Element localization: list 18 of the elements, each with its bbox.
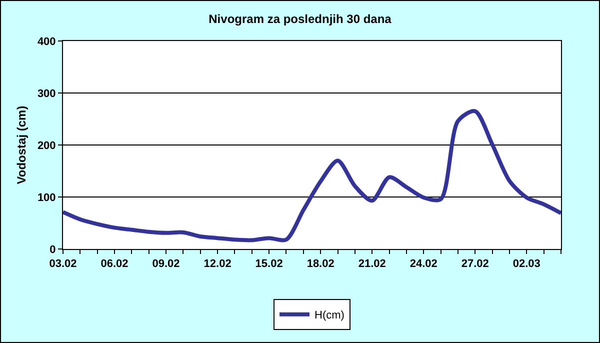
y-tick-label: 0 <box>50 244 56 256</box>
y-tick-label: 100 <box>37 192 56 204</box>
x-tick-label: 09.02 <box>152 258 180 270</box>
y-tick-label: 300 <box>37 88 56 100</box>
y-tick-label: 200 <box>37 140 56 152</box>
x-tick-label: 06.02 <box>100 258 128 270</box>
x-tick-label: 03.02 <box>49 258 77 270</box>
x-tick-label: 02.03 <box>512 258 540 270</box>
x-tick-label: 18.02 <box>306 258 334 270</box>
chart-title: Nivogram za poslednjih 30 dana <box>208 12 392 26</box>
x-tick-label: 12.02 <box>204 258 232 270</box>
y-tick-label: 400 <box>37 36 56 48</box>
y-axis-title: Vodostaj (cm) <box>14 106 29 184</box>
x-tick-label: 24.02 <box>410 258 438 270</box>
legend-label: H(cm) <box>314 310 344 322</box>
x-tick-label: 15.02 <box>255 258 283 270</box>
x-tick-label: 27.02 <box>461 258 489 270</box>
x-tick-label: 21.02 <box>358 258 386 270</box>
